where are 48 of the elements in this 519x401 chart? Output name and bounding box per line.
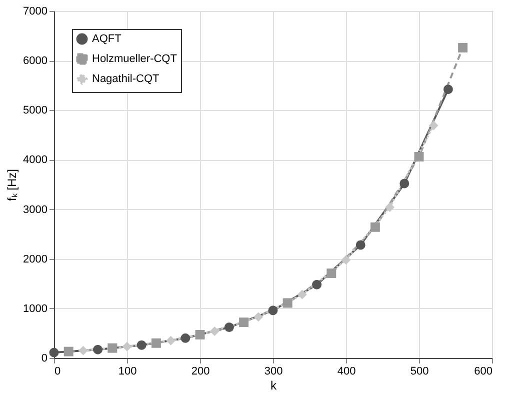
point (268, 306, 278, 316)
point (151, 338, 161, 348)
point (400, 178, 410, 188)
point (443, 84, 453, 94)
y-axis-title: fₖ [Hz] (5, 168, 20, 202)
y-tick-label: 1000 (23, 302, 48, 315)
point (341, 255, 351, 265)
y-tick-label: 2000 (23, 253, 48, 266)
point (370, 222, 380, 232)
y-tick-label: 6000 (23, 55, 48, 68)
point (239, 318, 249, 328)
point (312, 280, 322, 290)
legend-label: AQFT (92, 33, 122, 45)
point (428, 120, 438, 130)
y-tick-label: 5000 (23, 104, 48, 117)
point (385, 202, 395, 212)
point (458, 42, 468, 52)
y-tick-label: 7000 (23, 6, 48, 18)
point (297, 290, 307, 300)
y-tick-label: 0 (41, 352, 48, 364)
x-tick-label: 500 (410, 366, 429, 378)
point (64, 346, 74, 356)
x-tick-label: 0 (54, 366, 61, 378)
point (282, 298, 292, 308)
x-tick-label: 200 (191, 366, 210, 378)
legend-label: Nagathil-CQT (92, 73, 160, 85)
point (78, 346, 88, 356)
x-axis-title: k (270, 378, 278, 392)
point (326, 268, 336, 278)
x-tick-label: 100 (118, 366, 137, 378)
point (210, 326, 220, 336)
legend-label: Holzmueller-CQT (92, 53, 178, 65)
x-tick-label: 600 (474, 366, 492, 378)
point (166, 336, 176, 346)
point (195, 330, 205, 340)
point (254, 312, 264, 322)
point (414, 152, 424, 162)
x-tick-label: 400 (337, 366, 356, 378)
x-tick-label: 300 (264, 366, 283, 378)
point (93, 344, 103, 354)
point (122, 342, 132, 352)
point (108, 343, 118, 353)
point (136, 340, 146, 350)
point (224, 322, 234, 332)
y-tick-label: 4000 (23, 154, 48, 166)
point (180, 333, 190, 343)
point (356, 240, 366, 250)
y-tick-label: 3000 (23, 204, 48, 216)
